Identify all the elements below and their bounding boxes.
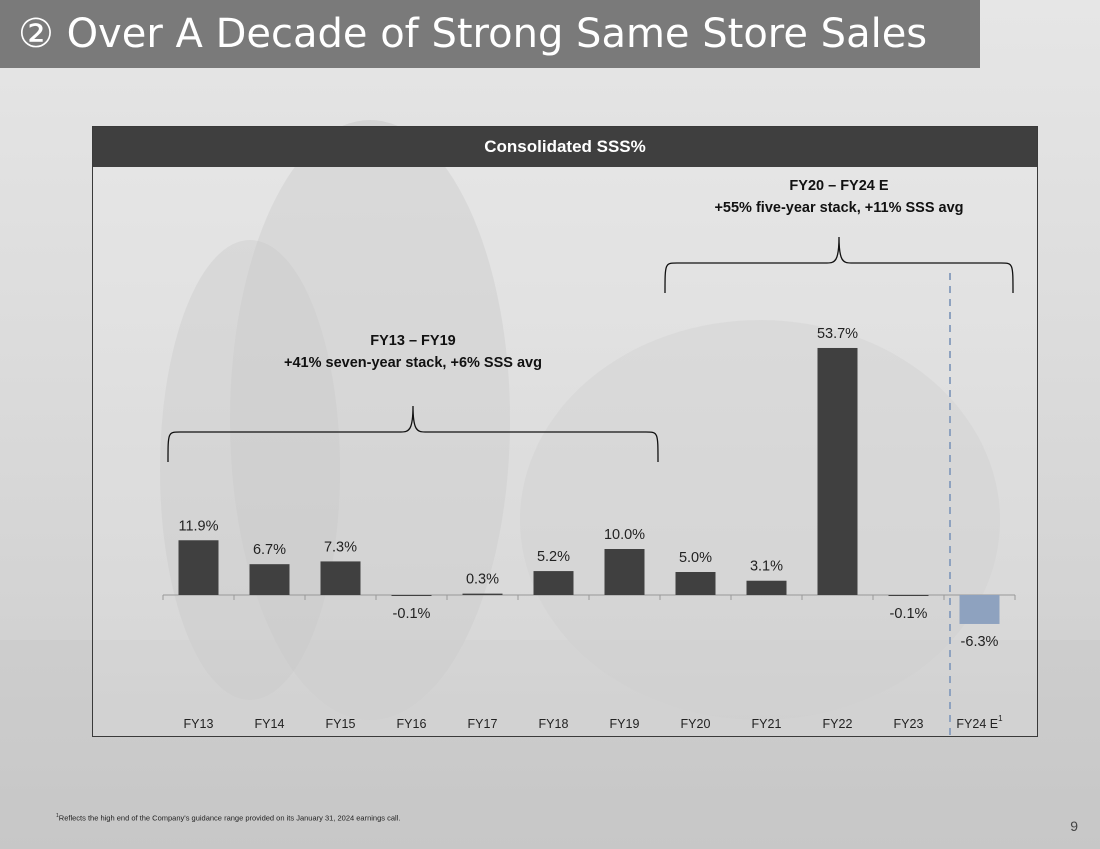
category-label: FY20 [681,717,711,731]
sss-bar-chart: 11.9% FY13 6.7% FY14 7.3% FY15 -0.1% FY16 0.3% FY… [162,178,1016,735]
chart-panel: Consolidated SSS% 11.9% FY13 6.7% FY14 7.3% F… [92,126,1038,737]
category-label: FY14 [255,717,285,731]
category-superscript: 1 [998,714,1003,723]
group-fy13-fy19-title: FY13 – FY19 [370,333,455,349]
bar-fy13 [178,540,219,595]
data-label: 10.0% [604,527,645,543]
bar-fy22 [817,347,858,595]
bar-fy21 [746,580,787,595]
category-label: FY24 E1 [956,714,1003,731]
data-label: 53.7% [817,326,858,342]
category-label: FY22 [823,717,853,731]
bar-fy15 [320,561,361,595]
title-bar: ② Over A Decade of Strong Same Store Sal… [0,0,980,68]
group-fy20-fy24-title: FY20 – FY24 E [789,178,888,194]
category-label: FY23 [894,717,924,731]
category-label: FY17 [468,717,498,731]
footnote-mark: 1 [56,813,59,819]
footnote-text: Reflects the high end of the Company's g… [58,813,401,823]
bar-fy16 [391,595,432,596]
category-label: FY19 [610,717,640,731]
group-fy13-fy19-brace [167,405,659,463]
data-label: -0.1% [890,606,928,622]
category-label: FY13 [184,717,214,731]
bar-fy17 [462,593,503,595]
bar-fy14 [249,564,290,595]
footnote: 1Reflects the high end of the Company's … [56,813,400,823]
page-number: 9 [1070,818,1078,834]
bar-fy19 [604,549,645,595]
slide-title: ② Over A Decade of Strong Same Store Sal… [18,11,928,57]
category-label: FY15 [326,717,356,731]
category-label: FY18 [539,717,569,731]
data-label: -6.3% [961,634,999,650]
bar-fy20 [675,572,716,595]
bar-fy18 [533,571,574,595]
group-fy13-fy19-subtitle: +41% seven-year stack, +6% SSS avg [284,355,542,371]
data-label: 3.1% [750,559,783,575]
group-fy20-fy24-brace [664,236,1014,294]
data-label: 11.9% [178,518,218,534]
data-label: 7.3% [324,539,357,555]
chart-title: Consolidated SSS% [93,127,1037,167]
bar-fy24-e [959,595,1000,624]
bar-fy23 [888,595,929,596]
data-label: 5.2% [537,549,570,565]
category-label: FY21 [752,717,782,731]
group-fy20-fy24-subtitle: +55% five-year stack, +11% SSS avg [714,200,963,216]
category-label: FY16 [397,717,427,731]
data-label: -0.1% [393,606,431,622]
data-label: 5.0% [679,550,712,566]
data-label: 0.3% [466,572,499,588]
data-label: 6.7% [253,542,286,558]
